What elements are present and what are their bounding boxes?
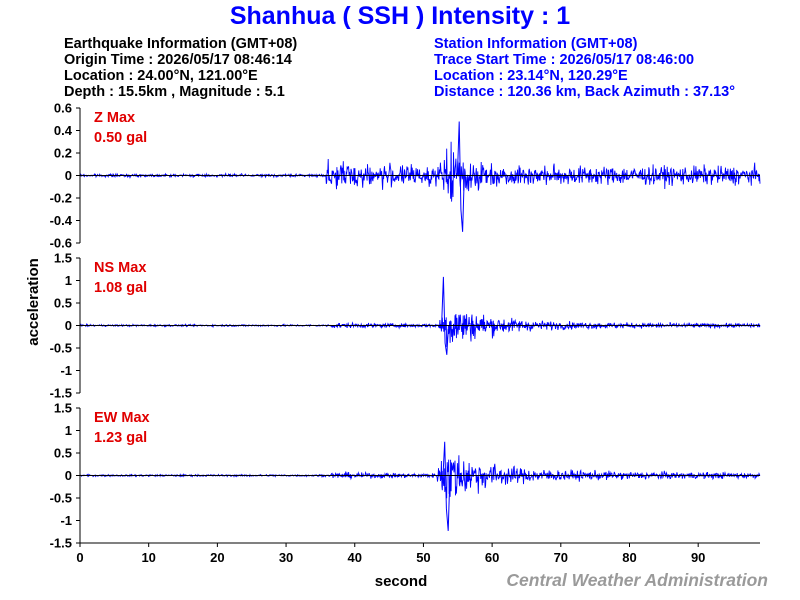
- max-title-ew: EW Max: [94, 410, 150, 426]
- peak-marker-ns: [441, 276, 449, 355]
- y-tick-label: 0.5: [54, 446, 72, 461]
- y-tick-label: 0.6: [54, 101, 72, 116]
- y-tick-label: -0.2: [50, 191, 72, 206]
- y-tick-label: -0.5: [50, 341, 72, 356]
- y-tick-label: 1: [65, 423, 72, 438]
- earthquake-info: Earthquake Information (GMT+08) Origin T…: [64, 36, 297, 100]
- chart-title: Shanhua ( SSH ) Intensity : 1: [229, 2, 571, 30]
- max-value-ew: 1.23 gal: [94, 430, 147, 446]
- y-tick-label: -1: [60, 513, 72, 528]
- y-tick-label: -1: [60, 363, 72, 378]
- x-tick-label: 20: [210, 550, 224, 565]
- waveform-ns: [79, 313, 761, 348]
- y-tick-label: -0.5: [50, 491, 72, 506]
- y-tick-label: 1.5: [54, 251, 72, 266]
- y-axis-label: acceleration: [25, 258, 42, 346]
- max-title-ns: NS Max: [94, 260, 146, 276]
- y-tick-label: 0: [65, 168, 72, 183]
- y-tick-label: -1.5: [50, 536, 72, 551]
- x-tick-label: 10: [141, 550, 155, 565]
- peak-marker-z: [456, 121, 465, 232]
- x-tick-label: 0: [76, 550, 83, 565]
- station-distance: Distance : 120.36 km, Back Azimuth : 37.…: [434, 84, 736, 100]
- y-tick-label: 0.5: [54, 296, 72, 311]
- y-tick-label: -0.4: [50, 213, 73, 228]
- y-tick-label: 0: [65, 318, 72, 333]
- y-tick-label: 0.2: [54, 146, 72, 161]
- y-tick-label: 1.5: [54, 401, 72, 416]
- max-title-z: Z Max: [94, 110, 135, 126]
- x-tick-label: 90: [691, 550, 705, 565]
- waveform-ew: [79, 455, 761, 499]
- depth-magnitude: Depth : 15.5km , Magnitude : 5.1: [64, 84, 285, 100]
- y-tick-label: 1: [65, 273, 72, 288]
- x-axis-label: second: [375, 573, 428, 590]
- station-location: Location : 23.14°N, 120.29°E: [434, 68, 628, 84]
- x-tick-label: 70: [554, 550, 568, 565]
- x-tick-label: 60: [485, 550, 499, 565]
- x-tick-label: 30: [279, 550, 293, 565]
- y-tick-label: 0: [65, 468, 72, 483]
- origin-time: Origin Time : 2026/05/17 08:46:14: [64, 52, 292, 68]
- y-tick-label: 0.4: [54, 123, 73, 138]
- max-value-ns: 1.08 gal: [94, 280, 147, 296]
- station-info-heading: Station Information (GMT+08): [434, 36, 638, 52]
- peak-marker-ew: [442, 441, 451, 531]
- x-tick-label: 40: [348, 550, 362, 565]
- trace-start-time: Trace Start Time : 2026/05/17 08:46:00: [434, 52, 695, 68]
- waveform-z: [79, 141, 761, 202]
- credit-text: Central Weather Administration: [506, 570, 768, 590]
- x-tick-label: 50: [416, 550, 430, 565]
- earthquake-info-heading: Earthquake Information (GMT+08): [64, 36, 298, 52]
- x-tick-label: 80: [622, 550, 636, 565]
- y-tick-label: -1.5: [50, 386, 72, 401]
- station-info: Station Information (GMT+08) Trace Start…: [434, 36, 735, 100]
- max-value-z: 0.50 gal: [94, 130, 147, 146]
- epicenter-location: Location : 24.00°N, 121.00°E: [64, 68, 258, 84]
- y-tick-label: -0.6: [50, 236, 72, 251]
